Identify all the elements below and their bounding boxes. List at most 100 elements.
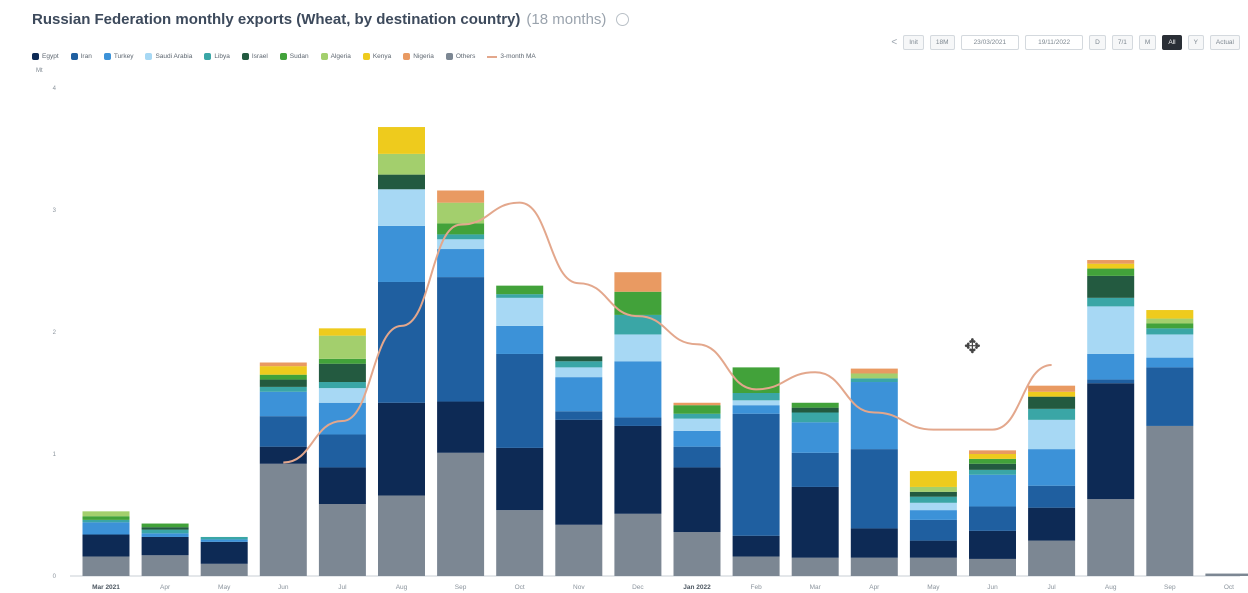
bar-segment-saudi-arabia xyxy=(1028,419,1076,450)
bar-segment-libya xyxy=(791,412,839,423)
legend-item-kenya[interactable]: Kenya xyxy=(362,53,392,60)
x-tick-label: May xyxy=(218,584,231,591)
bar-segment-algeria xyxy=(378,153,425,175)
legend-item-others[interactable]: Others xyxy=(445,53,475,60)
legend-label: Sudan xyxy=(289,53,309,60)
legend-swatch xyxy=(103,53,111,60)
legend-item-moving-average[interactable]: 3-month MA xyxy=(487,53,536,60)
bar-segment-others xyxy=(969,558,1016,576)
legend-item-egypt[interactable]: Egypt xyxy=(32,53,59,60)
init-button[interactable]: Init xyxy=(903,35,924,50)
bar-segment-kenya xyxy=(1087,263,1135,269)
bar-segment-turkey xyxy=(82,522,130,535)
bar-segment-iran xyxy=(555,411,603,420)
period-d-button[interactable]: D xyxy=(1089,35,1106,50)
bar-segment-iran xyxy=(614,417,662,426)
x-tick-label: Oct xyxy=(515,584,525,591)
bar-segment-israel xyxy=(1028,396,1076,409)
legend-item-nigeria[interactable]: Nigeria xyxy=(403,53,434,60)
period-m-button[interactable]: M xyxy=(1138,35,1157,50)
bar-segment-egypt xyxy=(1087,383,1135,500)
legend-item-turkey[interactable]: Turkey xyxy=(103,53,133,60)
legend-item-saudi-arabia[interactable]: Saudi Arabia xyxy=(145,53,192,60)
bar-segment-israel xyxy=(969,463,1016,470)
bar-segment-iran xyxy=(1028,485,1076,508)
bar-segment-libya xyxy=(1146,328,1194,335)
period-71-button[interactable]: 7/1 xyxy=(1111,35,1133,50)
bar-segment-iran xyxy=(1087,379,1135,384)
bar-segment-others xyxy=(141,555,189,576)
legend-item-libya[interactable]: Libya xyxy=(204,53,230,60)
bar-segment-sudan xyxy=(141,523,189,528)
bar-segment-others xyxy=(614,513,662,576)
chart-header: Russian Federation monthly exports (Whea… xyxy=(32,8,630,30)
bar-segment-others xyxy=(732,556,780,576)
bar-segment-iran xyxy=(259,416,307,447)
bar-segment-egypt xyxy=(259,446,307,464)
legend-item-israel[interactable]: Israel xyxy=(241,53,268,60)
x-tick-label: Aug xyxy=(1105,584,1117,591)
bar-segment-algeria xyxy=(437,202,485,224)
legend-swatch xyxy=(445,53,453,60)
bar-segment-libya xyxy=(82,519,130,523)
date-to-input[interactable]: 19/11/2022 xyxy=(1025,35,1084,50)
x-tick-label: Sep xyxy=(455,584,467,591)
info-icon[interactable] xyxy=(616,12,630,26)
bar-segment-turkey xyxy=(614,361,662,418)
legend-label: Kenya xyxy=(372,53,392,60)
bar-segment-iran xyxy=(673,446,721,468)
x-tick-label: Dec xyxy=(632,584,644,591)
y-tick-label: 3 xyxy=(53,208,57,214)
x-tick-label: Jul xyxy=(1047,584,1056,591)
legend-item-sudan[interactable]: Sudan xyxy=(279,53,309,60)
prev-icon[interactable]: < xyxy=(891,37,898,48)
moving-average-line xyxy=(283,201,1052,464)
bar-segment-sudan xyxy=(614,291,662,315)
bar-segment-kenya xyxy=(909,471,957,487)
bar-segment-egypt xyxy=(82,534,130,557)
x-tick-label: Mar xyxy=(810,584,822,591)
bar-segment-egypt xyxy=(909,540,957,558)
bar-segment-algeria xyxy=(850,373,898,379)
x-tick-label: Sep xyxy=(1164,584,1176,591)
bar-segment-libya xyxy=(969,469,1016,475)
bar-segment-saudi-arabia xyxy=(378,189,425,226)
legend-label: Israel xyxy=(251,53,268,60)
period-y-button[interactable]: Y xyxy=(1187,35,1204,50)
bar-segment-sudan xyxy=(673,405,721,414)
bar-segment-saudi-arabia xyxy=(1146,334,1194,358)
range-18m-button[interactable]: 18M xyxy=(929,35,955,50)
bar-segment-egypt xyxy=(791,486,839,558)
date-from-input[interactable]: 23/03/2021 xyxy=(960,35,1020,50)
legend-item-iran[interactable]: Iran xyxy=(70,53,92,60)
bar-segment-egypt xyxy=(673,467,721,533)
legend-item-algeria[interactable]: Algeria xyxy=(320,53,351,60)
bar-segment-egypt xyxy=(437,401,485,453)
bar-segment-turkey xyxy=(732,405,780,414)
x-tick-label: Jun xyxy=(278,584,289,591)
bar-segment-others xyxy=(1146,425,1194,576)
bar-segment-turkey xyxy=(259,391,307,417)
bar-segment-saudi-arabia xyxy=(496,297,544,326)
bar-segment-libya xyxy=(1028,408,1076,420)
bar-segment-israel xyxy=(555,356,603,362)
actual-button[interactable]: Actual xyxy=(1209,35,1240,50)
bar-segment-others xyxy=(200,563,248,576)
chart-subtitle: (18 months) xyxy=(526,10,607,28)
x-tick-label: Mar 2021 xyxy=(92,584,120,591)
bar-segment-others xyxy=(1087,499,1135,576)
bar-segment-libya xyxy=(909,496,957,503)
period-all-button[interactable]: All xyxy=(1162,35,1182,50)
legend-line-swatch xyxy=(487,55,498,58)
bar-segment-algeria xyxy=(909,486,957,492)
bar-segment-sudan xyxy=(1146,323,1194,329)
bar-segment-saudi-arabia xyxy=(437,239,485,250)
bar-segment-others xyxy=(791,557,839,576)
bar-segment-egypt xyxy=(555,419,603,525)
bar-segment-egypt xyxy=(850,528,898,558)
bar-segment-israel xyxy=(259,379,307,387)
bar-segment-sudan xyxy=(82,516,130,520)
legend-swatch xyxy=(145,53,153,60)
bar-segment-turkey xyxy=(673,430,721,447)
